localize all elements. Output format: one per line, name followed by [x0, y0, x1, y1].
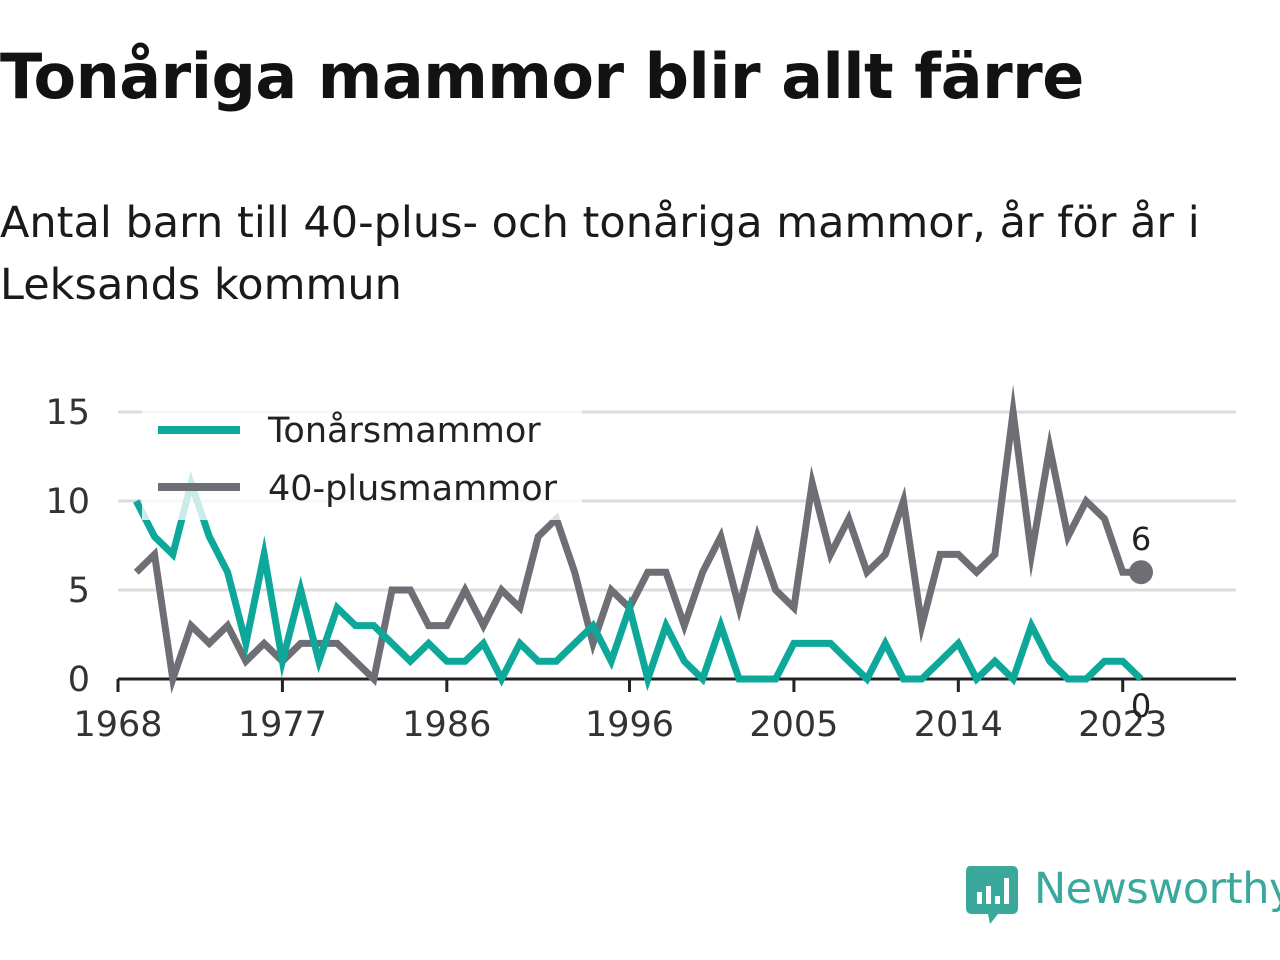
end-value-label: 6 [1131, 520, 1151, 558]
end-point-marker [1129, 560, 1154, 585]
end-value-label: 0 [1131, 687, 1151, 725]
end-markers: 60 [1129, 520, 1154, 725]
newsworthy-logo: Newsworthy [964, 862, 1280, 928]
chart-subtitle: Antal barn till 40-plus- och tonåriga ma… [0, 198, 1200, 310]
y-axis-ticks: 0 5 10 15 [45, 393, 90, 700]
x-tick-label: 1996 [585, 705, 674, 745]
x-tick-label: 1986 [402, 705, 491, 745]
y-tick-label: 5 [68, 571, 90, 611]
series-line-40-plusmammor [133, 384, 1141, 694]
legend-label-tonarsmammor: Tonårsmammor [267, 410, 541, 451]
newsworthy-chart-bubble-icon [966, 866, 1018, 924]
x-tick-label: 2014 [914, 705, 1003, 745]
line-chart: 0 5 10 15 1968 1977 1986 1996 2005 2014 2023 Tonå… [45, 384, 1236, 745]
brand-name: Newsworthy [1034, 864, 1280, 914]
chart-title: Tonåriga mammor blir allt färre [0, 40, 1084, 113]
x-axis-ticks: 1968 1977 1986 1996 2005 2014 2023 [73, 679, 1167, 745]
legend-label-40-plusmammor: 40-plusmammor [268, 469, 558, 509]
y-tick-label: 15 [45, 393, 90, 433]
legend: Tonårsmammor 40-plusmammor [142, 410, 582, 520]
x-tick-label: 1968 [73, 705, 162, 745]
y-tick-label: 0 [68, 660, 90, 700]
y-tick-label: 10 [45, 482, 90, 522]
series-lines [133, 384, 1144, 694]
x-tick-label: 2005 [749, 705, 838, 745]
x-tick-label: 2023 [1078, 705, 1167, 745]
series-line-tonårsmammor [133, 470, 1144, 692]
x-tick-label: 1977 [238, 705, 327, 745]
